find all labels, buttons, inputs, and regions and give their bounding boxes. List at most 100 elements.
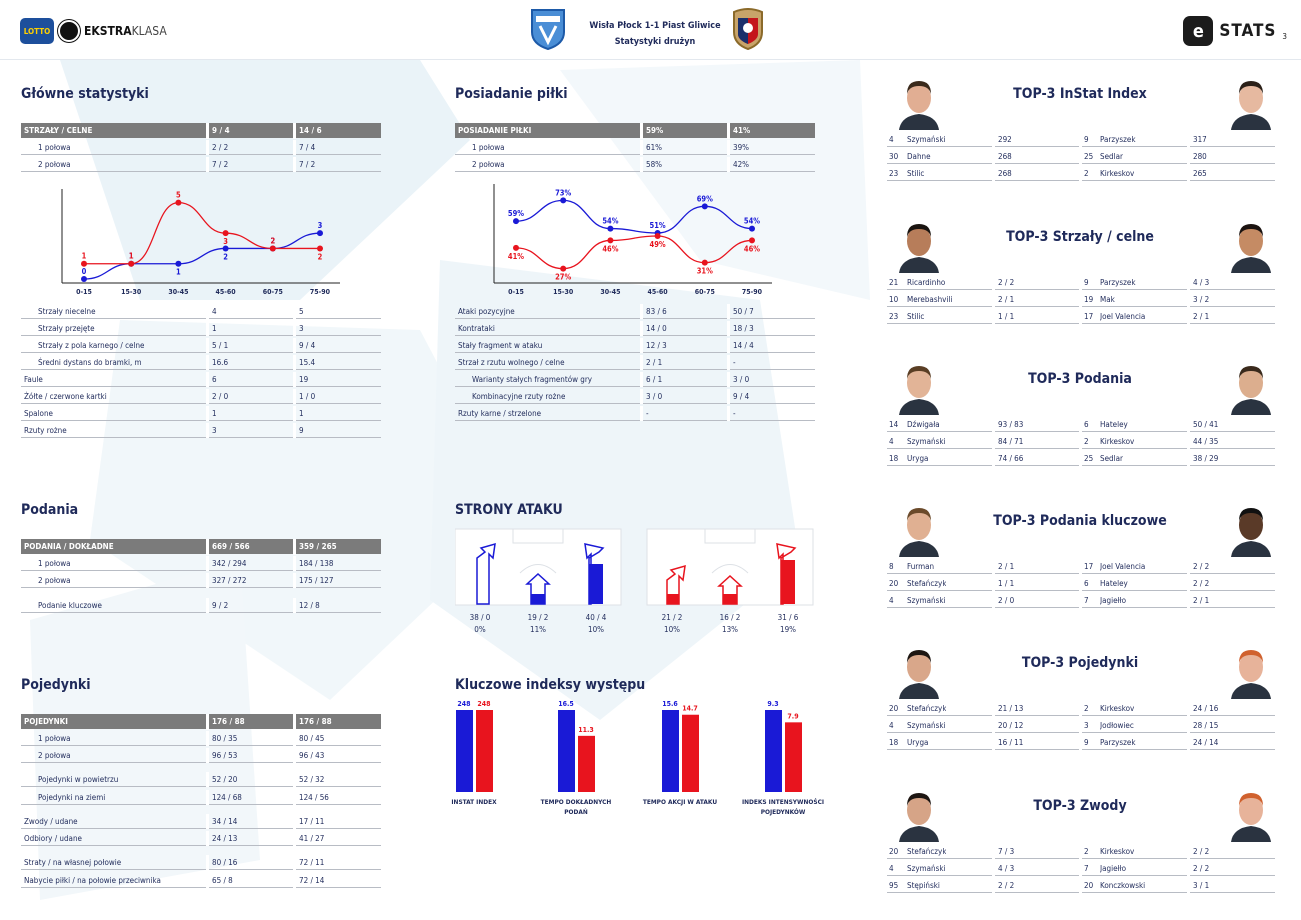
column-gap [992, 878, 995, 893]
series-line [515, 199, 753, 234]
player-value: 2 / 0 [998, 596, 1015, 605]
column-gap [293, 731, 296, 746]
column-gap [1187, 149, 1190, 164]
player-value: 280 [1193, 152, 1207, 161]
player-number: 18 [889, 454, 899, 463]
player-value: 16 / 11 [998, 738, 1024, 747]
home-attack-label: 19 / 2 11% [513, 612, 563, 636]
player-value: 2 / 2 [998, 278, 1015, 287]
x-tick-label: 15-30 [121, 288, 142, 296]
passes-table: PODANIA / DOKŁADNE 669 / 566 359 / 265 1 po… [21, 539, 381, 617]
ekstraklasa-wordmark: EKSTRAKLASA [84, 24, 167, 38]
player-value: 21 / 13 [998, 704, 1024, 713]
player-name: Parzyszek [1100, 135, 1136, 144]
player-name: Joel Valencia [1100, 562, 1146, 571]
attack-count: 16 / 2 [719, 613, 741, 622]
table-row: Straty / na własnej połowie 80 / 16 72 / 1… [21, 855, 381, 870]
table-row: 1 połowa 61% 39% [455, 140, 815, 155]
row-label: Spalone [24, 409, 53, 418]
column-gap [1079, 559, 1082, 574]
column-gap [992, 559, 995, 574]
table-row: Stały fragment w ataku 12 / 3 14 / 4 [455, 338, 815, 353]
x-tick-label: 75-90 [742, 288, 763, 296]
attack-count: 38 / 0 [469, 613, 491, 622]
data-point [317, 245, 323, 252]
data-label: 2 [318, 252, 323, 261]
player-value: 24 / 16 [1193, 704, 1219, 713]
row-away: 14 / 4 [733, 341, 754, 350]
home-right-fill [589, 564, 603, 604]
data-point [560, 265, 567, 272]
lotto-logo: LOTTO [20, 18, 54, 44]
table-row: 4 Szymański 84 / 71 2 Kirkeskov 44 / 35 [887, 434, 1275, 449]
column-gap [206, 714, 209, 730]
data-label: 69% [697, 194, 713, 203]
column-gap [206, 855, 209, 870]
column-gap [206, 423, 209, 438]
header-away: 41% [733, 126, 751, 135]
header-away: 176 / 88 [299, 717, 332, 726]
column-gap [992, 417, 995, 432]
table-row: Rzuty rożne 3 9 [21, 423, 381, 438]
column-gap [1187, 166, 1190, 181]
column-gap [206, 772, 209, 787]
top3-title: TOP-3 Podania kluczowe [993, 513, 1167, 529]
player-value: 24 / 14 [1193, 738, 1219, 747]
column-gap [1079, 275, 1082, 290]
player-number: 2 [1084, 437, 1089, 446]
header-home: 176 / 88 [212, 717, 245, 726]
match-header: Wisła Płock 1-1 Piast Gliwice Statystyki… [530, 8, 780, 52]
header-label: STRZAŁY / CELNE [24, 126, 93, 135]
data-label: 46% [744, 244, 760, 253]
home-bar [558, 710, 575, 792]
table-row: 30 Dahne 268 25 Sedlar 280 [887, 149, 1275, 164]
table-row: 4 Szymański 20 / 12 3 Jodłowiec 28 / 15 [887, 718, 1275, 733]
table-header-row: POJEDYNKI 176 / 88 176 / 88 [21, 714, 381, 730]
home-player-photo [899, 508, 939, 557]
category-label: INSTAT INDEX [451, 798, 497, 806]
player-name: Szymański [907, 437, 946, 446]
row-away: - [733, 409, 736, 418]
table-row: Warianty stałych fragmentów gry 6 / 1 3 / … [455, 372, 815, 387]
column-gap [293, 831, 296, 846]
player-number: 17 [1084, 312, 1094, 321]
column-gap [640, 389, 643, 404]
player-value: 268 [998, 152, 1012, 161]
row-label: Stały fragment w ataku [458, 341, 543, 350]
row-away: 41 / 27 [299, 834, 325, 843]
data-point [654, 232, 661, 239]
match-score: Wisła Płock 1-1 Piast Gliwice [589, 21, 721, 31]
column-gap [1187, 451, 1190, 466]
header-label: PODANIA / DOKŁADNE [24, 542, 114, 551]
row-home: 6 [212, 375, 217, 384]
data-label: 54% [602, 217, 618, 226]
row-away: - [733, 358, 736, 367]
player-name: Szymański [907, 596, 946, 605]
x-tick-label: 0-15 [76, 288, 92, 296]
data-label: 2 [270, 236, 275, 245]
series-line [84, 201, 320, 265]
player-value: 268 [998, 169, 1012, 178]
key-indices-chart: 248 248 INSTAT INDEX 16.5 11.3 TEMPO DOKŁADNY… [451, 700, 824, 816]
row-home: 124 / 68 [212, 793, 242, 802]
row-home: 80 / 16 [212, 858, 238, 867]
player-name: Dźwigała [907, 420, 940, 429]
player-value: 2 / 1 [998, 562, 1015, 571]
column-gap [1079, 593, 1082, 608]
table-row: 20 Stefańczyk 7 / 3 2 Kirkeskov 2 / 2 [887, 844, 1275, 859]
home-bar-label: 9.3 [767, 700, 778, 708]
home-player-photo [899, 81, 939, 130]
column-gap [992, 718, 995, 733]
column-gap [1187, 275, 1190, 290]
player-number: 4 [889, 135, 894, 144]
column-gap [727, 372, 730, 387]
player-name: Parzyszek [1100, 278, 1136, 287]
row-home: 24 / 13 [212, 834, 238, 843]
attack-sides-diagram [455, 528, 814, 606]
table-row: Pojedynki w powietrzu 52 / 20 52 / 32 [21, 772, 381, 787]
column-gap [206, 389, 209, 404]
row-label: Strzały niecelne [38, 307, 96, 316]
row-home: 12 / 3 [646, 341, 667, 350]
center-arc [711, 564, 749, 574]
